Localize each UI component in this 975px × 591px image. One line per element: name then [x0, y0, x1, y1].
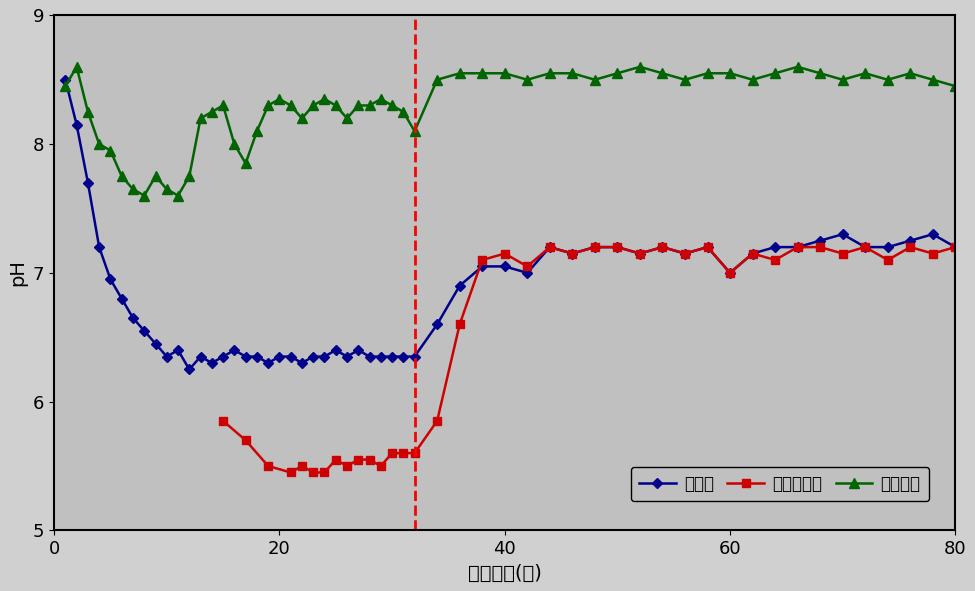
호기조	[499, 263, 511, 270]
Y-axis label: pH: pH	[9, 259, 27, 286]
Line: 간튘폭기조: 간튘폭기조	[219, 243, 959, 476]
무산소조	[522, 76, 533, 83]
간튘폭기조	[431, 417, 443, 424]
간튘폭기조	[217, 417, 229, 424]
호기조	[296, 359, 308, 366]
무산소조	[702, 70, 714, 77]
무산소조	[71, 63, 83, 70]
무산소조	[138, 192, 150, 199]
간튘폭기조	[499, 250, 511, 257]
간튘폭기조	[522, 263, 533, 270]
Legend: 호기조, 간튘폭기조, 무산소조: 호기조, 간튘폭기조, 무산소조	[631, 467, 929, 501]
간튘폭기조	[296, 463, 308, 470]
Line: 무산소조: 무산소조	[60, 62, 960, 200]
호기조	[544, 243, 556, 251]
간튘폭기조	[307, 469, 319, 476]
간튘폭기조	[950, 243, 961, 251]
간튘폭기조	[544, 243, 556, 251]
간튘폭기조	[262, 463, 274, 470]
간튘폭기조	[566, 250, 578, 257]
간튘폭기조	[859, 243, 871, 251]
간튘폭기조	[375, 463, 387, 470]
간튘폭기조	[386, 450, 398, 457]
간튘폭기조	[905, 243, 916, 251]
간튘폭기조	[611, 243, 623, 251]
간튘폭기조	[927, 250, 939, 257]
간튘폭기조	[341, 463, 353, 470]
무산소조	[59, 83, 71, 90]
간튘폭기조	[702, 243, 714, 251]
간튘폭기조	[882, 256, 894, 264]
간튘폭기조	[240, 437, 252, 444]
호기조	[680, 250, 691, 257]
무산소조	[566, 70, 578, 77]
간튘폭기조	[747, 250, 759, 257]
간튘폭기조	[319, 469, 331, 476]
X-axis label: 경과시간(일): 경과시간(일)	[468, 564, 542, 583]
간튘폭기조	[792, 243, 803, 251]
Line: 호기조: 호기조	[61, 76, 958, 373]
간튘폭기조	[398, 450, 409, 457]
간튘폭기조	[453, 321, 465, 328]
호기조	[183, 366, 195, 373]
호기조	[950, 243, 961, 251]
간튘폭기조	[634, 250, 645, 257]
무산소조	[453, 70, 465, 77]
간튘폭기조	[285, 469, 296, 476]
간튘폭기조	[769, 256, 781, 264]
간튘폭기조	[589, 243, 601, 251]
간튘폭기조	[352, 456, 364, 463]
간튘폭기조	[364, 456, 375, 463]
간튘폭기조	[409, 450, 420, 457]
무산소조	[307, 102, 319, 109]
무산소조	[950, 83, 961, 90]
간튘폭기조	[680, 250, 691, 257]
호기조	[59, 76, 71, 83]
무산소조	[82, 108, 94, 115]
호기조	[71, 121, 83, 128]
호기조	[431, 321, 443, 328]
간튘폭기조	[814, 243, 826, 251]
간튘폭기조	[330, 456, 341, 463]
간튘폭기조	[837, 250, 848, 257]
간튘폭기조	[477, 256, 488, 264]
간튘폭기조	[724, 269, 736, 277]
간튘폭기조	[656, 243, 668, 251]
